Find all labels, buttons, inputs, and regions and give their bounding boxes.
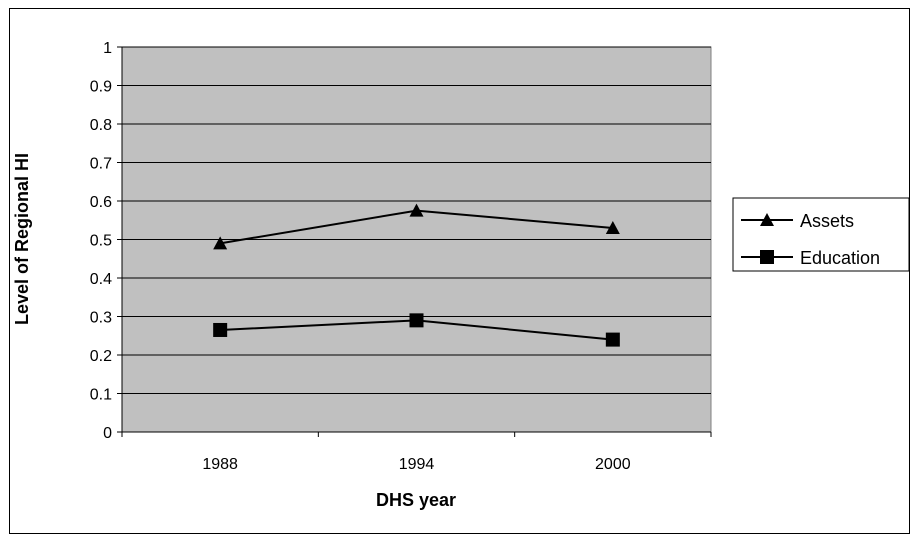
legend-label-education: Education [800, 248, 880, 268]
axes [117, 46, 712, 437]
y-tick-label: 0.3 [90, 310, 112, 327]
y-axis-title: Level of Regional HI [12, 153, 32, 325]
y-tick-label: 0.4 [90, 271, 112, 288]
legend: Assets Education [732, 197, 910, 272]
series-assets [213, 203, 620, 250]
data-point-assets [213, 236, 228, 250]
y-tick-label: 0.9 [90, 79, 112, 96]
y-tick-label: 0 [103, 425, 112, 442]
data-point-assets [605, 220, 620, 234]
x-axis-title: DHS year [376, 490, 456, 510]
legend-marker-assets [760, 213, 774, 226]
x-tick-label: 2000 [595, 456, 631, 473]
y-tick-label: 0.5 [90, 233, 112, 250]
data-point-education [605, 332, 620, 347]
y-tick-label: 0.6 [90, 194, 112, 211]
data-point-education [409, 313, 424, 328]
legend-marker-education [760, 250, 774, 264]
x-tick-labels: 1988 1994 2000 [202, 456, 630, 473]
x-tick-label: 1988 [202, 456, 238, 473]
y-tick-label: 0.7 [90, 156, 112, 173]
y-tick-label: 0.8 [90, 117, 112, 134]
y-tick-label: 0.1 [90, 387, 112, 404]
y-tick-label: 0.2 [90, 348, 112, 365]
series-group [213, 203, 620, 347]
data-point-assets [409, 203, 424, 217]
series-education [213, 313, 620, 347]
x-tick-label: 1994 [399, 456, 435, 473]
legend-label-assets: Assets [800, 211, 854, 231]
data-point-education [213, 322, 228, 337]
y-tick-labels: 0 0.1 0.2 0.3 0.4 0.5 0.6 0.7 0.8 0.9 1 [90, 40, 112, 442]
y-tick-label: 1 [103, 40, 112, 57]
